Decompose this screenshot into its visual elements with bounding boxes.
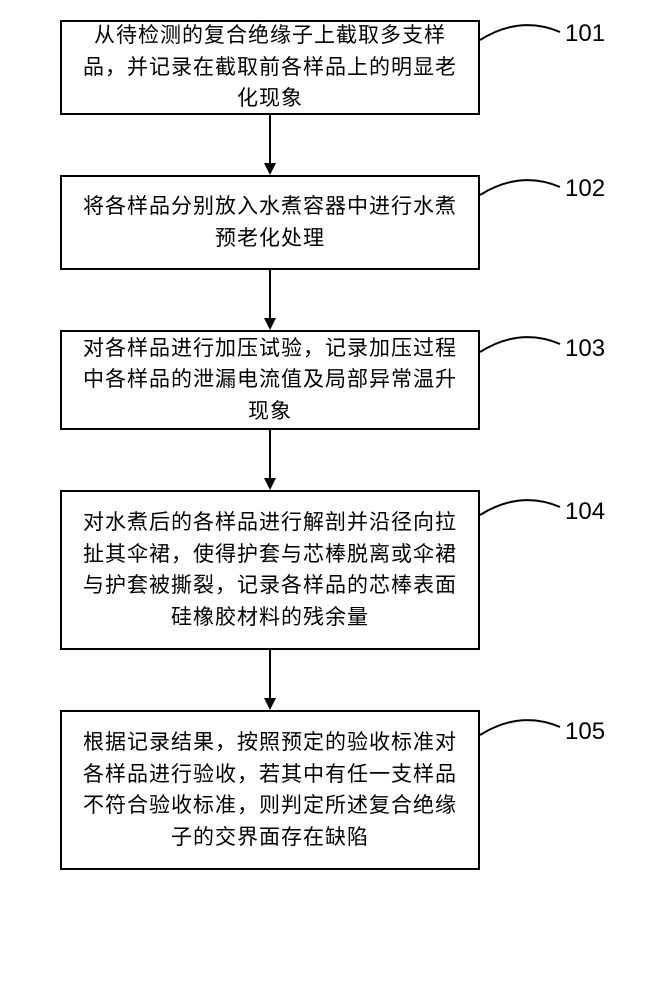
label-connector-4 bbox=[480, 495, 565, 525]
flowchart-step-5: 根据记录结果，按照预定的验收标准对各样品进行验收，若其中有任一支样品不符合验收标… bbox=[60, 710, 480, 870]
flowchart-step-3: 对各样品进行加压试验，记录加压过程中各样品的泄漏电流值及局部异常温升现象 bbox=[60, 330, 480, 430]
step-text: 从待检测的复合绝缘子上截取多支样品，并记录在截取前各样品上的明显老化现象 bbox=[77, 20, 463, 115]
arrow-1-2 bbox=[260, 115, 280, 177]
arrow-4-5 bbox=[260, 650, 280, 712]
step-label-3: 103 bbox=[565, 335, 605, 363]
step-text: 对各样品进行加压试验，记录加压过程中各样品的泄漏电流值及局部异常温升现象 bbox=[77, 333, 463, 428]
step-text: 根据记录结果，按照预定的验收标准对各样品进行验收，若其中有任一支样品不符合验收标… bbox=[77, 727, 463, 853]
label-connector-1 bbox=[480, 20, 565, 50]
flowchart-container: 从待检测的复合绝缘子上截取多支样品，并记录在截取前各样品上的明显老化现象 101… bbox=[0, 0, 667, 1000]
label-connector-5 bbox=[480, 715, 565, 745]
label-connector-2 bbox=[480, 175, 565, 205]
arrow-3-4 bbox=[260, 430, 280, 492]
step-label-2: 102 bbox=[565, 175, 605, 203]
step-label-5: 105 bbox=[565, 718, 605, 746]
arrow-2-3 bbox=[260, 270, 280, 332]
step-label-4: 104 bbox=[565, 498, 605, 526]
flowchart-step-4: 对水煮后的各样品进行解剖并沿径向拉扯其伞裙，使得护套与芯棒脱离或伞裙与护套被撕裂… bbox=[60, 490, 480, 650]
step-label-1: 101 bbox=[565, 20, 605, 48]
flowchart-step-1: 从待检测的复合绝缘子上截取多支样品，并记录在截取前各样品上的明显老化现象 bbox=[60, 20, 480, 115]
flowchart-step-2: 将各样品分别放入水煮容器中进行水煮预老化处理 bbox=[60, 175, 480, 270]
label-connector-3 bbox=[480, 332, 565, 362]
step-text: 对水煮后的各样品进行解剖并沿径向拉扯其伞裙，使得护套与芯棒脱离或伞裙与护套被撕裂… bbox=[77, 507, 463, 633]
step-text: 将各样品分别放入水煮容器中进行水煮预老化处理 bbox=[77, 191, 463, 254]
